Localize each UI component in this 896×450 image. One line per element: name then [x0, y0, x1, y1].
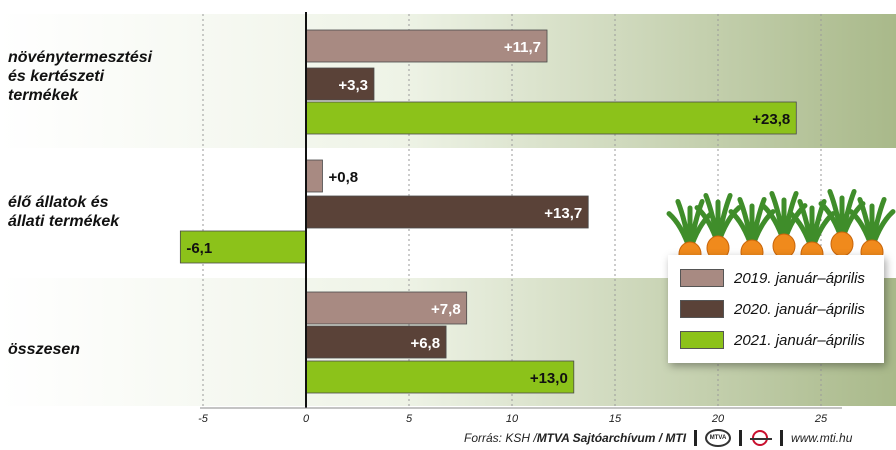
category-label-livestock: élő állatok és állati termékek [8, 194, 120, 230]
legend-swatch-2019 [680, 269, 724, 287]
bar [305, 159, 323, 193]
bar-value-label: -6,1 [186, 240, 212, 257]
legend-item-2021: 2021. január–április [680, 329, 865, 351]
legend-swatch-2021 [680, 331, 724, 349]
category-label-crops: növénytermesztési és kertészeti termékek [8, 49, 153, 104]
source-prefix: Forrás: KSH / [464, 431, 537, 445]
footer: Forrás: KSH / MTVA Sajtóarchívum / MTI M… [464, 428, 852, 448]
legend-item-2020: 2020. január–április [680, 298, 865, 320]
bar-value-label: +6,8 [410, 335, 440, 352]
bar-value-label: +23,8 [752, 111, 790, 128]
separator [780, 430, 784, 446]
x-tick-label: 0 [303, 413, 310, 425]
x-tick-label: 10 [506, 413, 519, 425]
separator [739, 430, 743, 446]
mtva-logo: MTVA [705, 429, 732, 447]
bars [179, 29, 797, 394]
bar [305, 195, 589, 229]
bar [305, 29, 548, 63]
bar [305, 291, 468, 325]
bar-value-label: +3,3 [338, 77, 368, 94]
x-tick-label: 15 [609, 413, 622, 425]
legend-swatch-2020 [680, 300, 724, 318]
bar-value-label: +11,7 [504, 39, 541, 56]
bar-value-label: +13,7 [544, 205, 582, 222]
x-tick-label: 25 [814, 413, 828, 425]
separator [694, 430, 698, 446]
legend-label-2021: 2021. január–április [734, 331, 865, 349]
x-tick-label: 5 [406, 413, 413, 425]
mti-logo [750, 429, 773, 447]
x-axis: -5 0 5 10 15 20 25 [198, 12, 842, 425]
source-bold: MTVA Sajtóarchívum / MTI [536, 431, 687, 445]
legend-label-2019: 2019. január–április [734, 269, 865, 287]
bar [305, 360, 575, 394]
bar [305, 101, 797, 135]
bar-value-label: +0,8 [328, 169, 358, 186]
legend: 2019. január–április 2020. január–áprili… [668, 255, 884, 363]
x-tick-label: -5 [198, 413, 209, 425]
bar [305, 325, 447, 359]
legend-item-2019: 2019. január–április [680, 267, 865, 289]
bar [305, 67, 375, 101]
carrot-root [830, 231, 854, 257]
bar-value-label: +7,8 [431, 301, 461, 318]
bar [179, 230, 307, 264]
bar-value-label: +13,0 [530, 370, 568, 387]
category-label-total: összesen [8, 341, 81, 358]
source-url: www.mti.hu [791, 431, 853, 445]
legend-label-2020: 2020. január–április [734, 300, 865, 318]
bar-labels: +11,7 +0,8 +7,8 +3,3 +13,7 +6,8 +23,8 -6,1 +13,0 [186, 39, 790, 387]
x-tick-label: 20 [711, 413, 725, 425]
